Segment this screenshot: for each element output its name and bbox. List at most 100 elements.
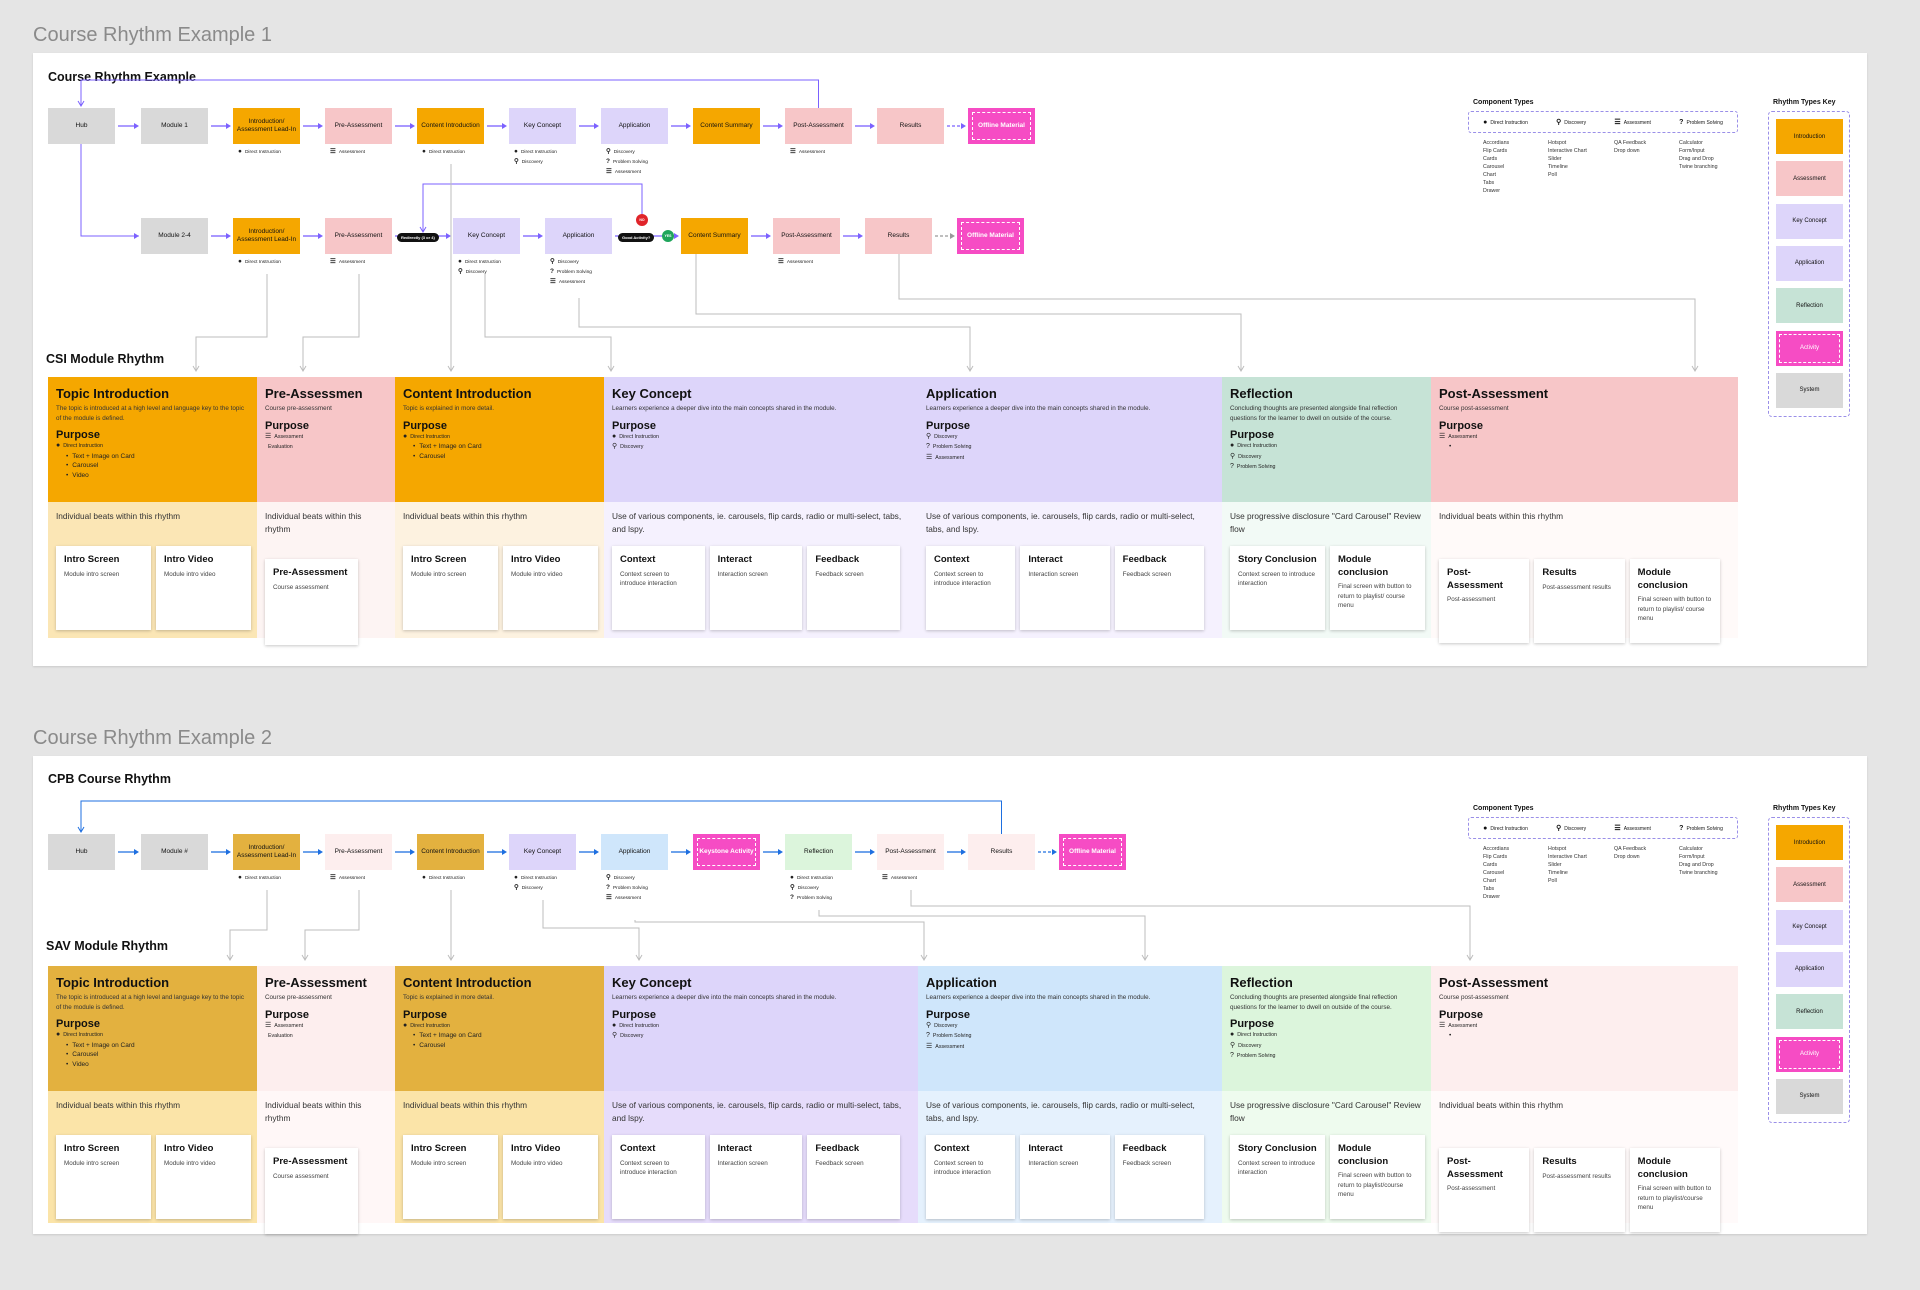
beat-card[interactable]: Feedback Feedback screen xyxy=(807,1135,900,1219)
bullet-label: Carousel xyxy=(72,1051,99,1058)
component-types-box: ● Direct Instruction ⚲ Discovery ☰ Assessment… xyxy=(1468,111,1738,133)
flow-node-intro2[interactable]: Content Introduction xyxy=(417,834,484,870)
beat-card[interactable]: Intro Video Module intro video xyxy=(156,1135,251,1219)
column-description: Course pre-assessment xyxy=(265,994,332,1001)
flow-node-assess[interactable]: Results xyxy=(865,218,932,254)
beat-card[interactable]: Intro Video Module intro video xyxy=(503,1135,598,1219)
flow-node-assess[interactable]: Post-Assessment xyxy=(773,218,840,254)
purpose-item: ● Direct Instruction xyxy=(56,441,249,452)
beat-card-title: Intro Screen xyxy=(411,554,467,565)
column-body: Individual beats within this rhythm Pre-A… xyxy=(257,1091,395,1234)
node-annotation: ☰ Assessment xyxy=(790,148,825,157)
flow-node-refl2[interactable]: Reflection xyxy=(785,834,852,870)
flow-node-assess2[interactable]: Post-Assessment xyxy=(877,834,944,870)
purpose-item-label: Direct Instruction xyxy=(619,433,659,440)
beat-card[interactable]: Feedback Feedback screen xyxy=(1114,1135,1204,1219)
magnifier-icon: ⚲ xyxy=(514,884,519,891)
flow-node-assess[interactable]: Post-Assessment xyxy=(785,108,852,144)
magnifier-icon: ⚲ xyxy=(790,884,795,891)
purpose-heading: Purpose xyxy=(56,429,101,441)
beat-card[interactable]: Context Context screen to introduce inter… xyxy=(612,1135,705,1219)
flow-node-assess2[interactable]: Results xyxy=(968,834,1035,870)
beat-card[interactable]: Pre-Assessment Course assessment xyxy=(265,559,358,645)
beat-card[interactable]: Module conclusion Final screen with butto… xyxy=(1330,546,1425,630)
flow-node-key[interactable]: Key Concept xyxy=(509,108,576,144)
flow-node-assess[interactable]: Pre-Assessment xyxy=(325,218,392,254)
flow-node-assess[interactable]: Pre-Assessment xyxy=(325,108,392,144)
column-description: Course pre-assessment xyxy=(265,405,332,412)
flow-node-activity[interactable]: Offline Material xyxy=(968,108,1035,144)
beat-card[interactable]: Pre-Assessment Course assessment xyxy=(265,1148,358,1234)
beat-card[interactable]: Story Conclusion Context screen to introd… xyxy=(1230,1135,1325,1219)
flow-node-intro[interactable]: Content Summary xyxy=(681,218,748,254)
purpose-bullet: • Text + Image on Card xyxy=(403,442,596,452)
beat-card[interactable]: Context Context screen to introduce inter… xyxy=(926,1135,1016,1219)
beat-card[interactable]: Story Conclusion Context screen to introd… xyxy=(1230,546,1325,630)
flow-node-key[interactable]: Key Concept xyxy=(453,218,520,254)
beat-card[interactable]: Post-Assessment Post-assessment xyxy=(1439,1148,1530,1232)
beat-card[interactable]: Intro Screen Module intro screen xyxy=(403,546,498,630)
flow-node-app2[interactable]: Application xyxy=(601,834,668,870)
chat-bubble-icon: ● xyxy=(1483,824,1488,832)
beat-card[interactable]: Interact Interaction screen xyxy=(709,546,803,630)
beat-card[interactable]: Results Post-assessment results xyxy=(1534,559,1625,643)
beat-card[interactable]: Context Context screen to introduce inter… xyxy=(612,546,705,630)
beat-card[interactable]: Results Post-assessment results xyxy=(1534,1148,1625,1232)
beat-card[interactable]: Intro Video Module intro video xyxy=(503,546,598,630)
flow-node-system[interactable]: Module 2-4 xyxy=(141,218,208,254)
beat-card[interactable]: Interact Interaction screen xyxy=(709,1135,803,1219)
flow-node-intro[interactable]: Content Introduction xyxy=(417,108,484,144)
beat-card[interactable]: Intro Screen Module intro screen xyxy=(56,1135,151,1219)
chat-bubble-icon: ● xyxy=(422,874,426,881)
column-title: Pre-Assessment xyxy=(265,975,367,990)
beat-card[interactable]: Module conclusion Final screen with butto… xyxy=(1629,559,1720,643)
beat-card[interactable]: Module conclusion Final screen with butto… xyxy=(1629,1148,1720,1232)
flow-node-system[interactable]: Module # xyxy=(141,834,208,870)
purpose-bullet: • Carousel xyxy=(56,1050,249,1060)
flow-node-app[interactable]: Application xyxy=(601,108,668,144)
node-annotation: ☰ Assessment xyxy=(778,258,813,267)
beat-card[interactable]: Feedback Feedback screen xyxy=(807,546,900,630)
component-type: ? Problem Solving xyxy=(1679,119,1723,126)
flow-node-assess[interactable]: Results xyxy=(877,108,944,144)
flow-node-activity[interactable]: Keystone Activity xyxy=(693,834,760,870)
connector-line xyxy=(484,274,612,371)
list-icon: ☰ xyxy=(926,1042,933,1050)
beat-card[interactable]: Context Context screen to introduce inter… xyxy=(926,546,1016,630)
flow-node-assess2[interactable]: Pre-Assessment xyxy=(325,834,392,870)
beat-card[interactable]: Module conclusion Final screen with butto… xyxy=(1330,1135,1425,1219)
beat-card[interactable]: Intro Screen Module intro screen xyxy=(403,1135,498,1219)
purpose-item: ● Direct Instruction xyxy=(612,1021,910,1032)
list-icon: ☰ xyxy=(265,1021,272,1029)
component-types-title: Component Types xyxy=(1473,99,1534,106)
beat-card[interactable]: Interact Interaction screen xyxy=(1020,546,1110,630)
chat-bubble-icon: ● xyxy=(56,442,61,449)
flow-node-activity[interactable]: Offline Material xyxy=(957,218,1024,254)
component-type-label: Direct Instruction xyxy=(1490,119,1528,126)
beat-card[interactable]: Intro Screen Module intro screen xyxy=(56,546,151,630)
flow-node-system[interactable]: Module 1 xyxy=(141,108,208,144)
flow-node-system[interactable]: Hub xyxy=(48,108,115,144)
flow-node-intro[interactable]: Introduction/ Assessment Lead-In xyxy=(233,218,300,254)
key-swatch: Assessment xyxy=(1776,161,1843,197)
flow-node-key[interactable]: Key Concept xyxy=(509,834,576,870)
magnifier-icon: ⚲ xyxy=(514,158,519,165)
flow-node-intro2[interactable]: Introduction/ Assessment Lead-In xyxy=(233,834,300,870)
arrow-head xyxy=(607,365,615,372)
beat-card[interactable]: Post-Assessment Post-assessment xyxy=(1439,559,1530,643)
question-icon: ? xyxy=(1230,1052,1234,1059)
beat-card[interactable]: Feedback Feedback screen xyxy=(1114,546,1204,630)
question-icon: ? xyxy=(1679,824,1684,832)
flow-node-intro[interactable]: Introduction/ Assessment Lead-In xyxy=(233,108,300,144)
flow-node-activity[interactable]: Offline Material xyxy=(1059,834,1126,870)
column-body: Individual beats within this rhythm Intro… xyxy=(48,502,257,638)
beat-card[interactable]: Interact Interaction screen xyxy=(1020,1135,1110,1219)
bullet-label: Carousel xyxy=(72,462,99,469)
beat-card[interactable]: Intro Video Module intro video xyxy=(156,546,251,630)
flow-node-app[interactable]: Application xyxy=(545,218,612,254)
flow-node-intro[interactable]: Content Summary xyxy=(693,108,760,144)
flow-node-system[interactable]: Hub xyxy=(48,834,115,870)
magnifier-icon: ⚲ xyxy=(612,1032,618,1039)
purpose-item-label: Discovery xyxy=(934,433,958,440)
component-type: ☰ Assessment xyxy=(1614,824,1651,832)
